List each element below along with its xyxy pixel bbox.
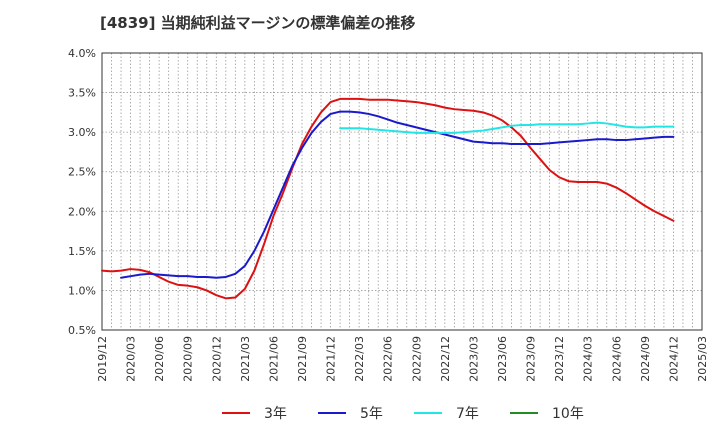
series-line-1 xyxy=(120,110,675,279)
x-tick-label: 2021/03 xyxy=(239,336,252,382)
legend-label-1: 5年 xyxy=(360,406,383,422)
series-line-0 xyxy=(101,97,675,300)
plot-frame xyxy=(101,52,703,331)
y-tick-label: 2.5% xyxy=(68,166,96,179)
x-tick-label: 2021/09 xyxy=(296,336,309,382)
grid-lines xyxy=(101,52,703,331)
legend-label-3: 10年 xyxy=(552,406,584,422)
x-tick-label: 2024/06 xyxy=(610,336,623,382)
axis-frame xyxy=(101,52,703,331)
x-tick-label: 2021/12 xyxy=(325,336,338,382)
x-tick-label: 2024/03 xyxy=(582,336,595,382)
y-tick-label: 1.5% xyxy=(68,245,96,258)
x-tick-label: 2021/06 xyxy=(267,336,280,382)
series-lines xyxy=(101,97,675,300)
x-tick-label: 2020/09 xyxy=(182,336,195,382)
series-line-2 xyxy=(339,121,675,134)
legend: 3年 5年 7年 10年 xyxy=(222,406,584,422)
y-tick-label: 3.5% xyxy=(68,87,96,100)
x-tick-label: 2024/12 xyxy=(667,336,680,382)
x-tick-label: 2025/03 xyxy=(696,336,709,382)
x-tick-label: 2023/03 xyxy=(467,336,480,382)
x-tick-label: 2019/12 xyxy=(96,336,109,382)
y-axis-ticks: 0.5% 1.0% 1.5% 2.0% 2.5% 3.0% 3.5% 4.0% xyxy=(68,47,96,337)
x-tick-label: 2024/09 xyxy=(639,336,652,382)
x-tick-label: 2023/12 xyxy=(553,336,566,382)
x-tick-label: 2023/06 xyxy=(496,336,509,382)
y-tick-label: 4.0% xyxy=(68,47,96,60)
x-tick-label: 2022/06 xyxy=(382,336,395,382)
chart-title: [4839] 当期純利益マージンの標準偏差の推移 xyxy=(100,14,416,32)
legend-label-2: 7年 xyxy=(456,406,479,422)
x-axis-ticks: 2019/12 2020/03 2020/06 2020/09 2020/12 2021/… xyxy=(96,336,709,382)
x-tick-label: 2022/03 xyxy=(353,336,366,382)
y-tick-label: 0.5% xyxy=(68,324,96,337)
x-tick-label: 2020/06 xyxy=(153,336,166,382)
y-tick-label: 1.0% xyxy=(68,284,96,297)
x-tick-label: 2022/09 xyxy=(410,336,423,382)
x-tick-label: 2020/03 xyxy=(125,336,138,382)
x-tick-label: 2022/12 xyxy=(439,336,452,382)
x-tick-label: 2023/09 xyxy=(525,336,538,382)
legend-label-0: 3年 xyxy=(264,406,287,422)
y-tick-label: 2.0% xyxy=(68,205,96,218)
x-tick-label: 2020/12 xyxy=(210,336,223,382)
y-tick-label: 3.0% xyxy=(68,126,96,139)
